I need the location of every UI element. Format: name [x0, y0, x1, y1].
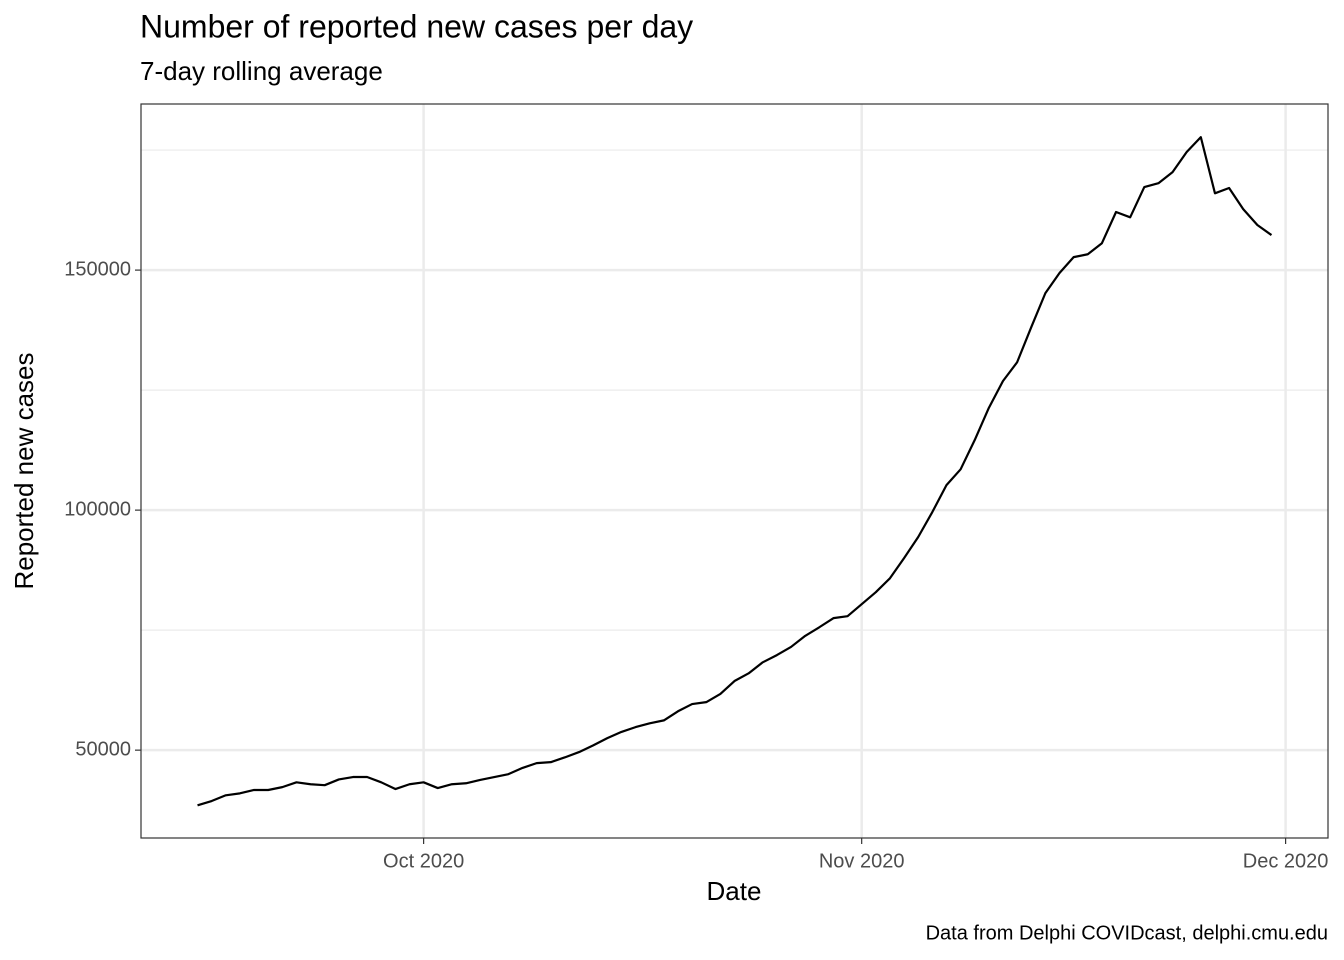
- x-tick-label: Oct 2020: [383, 850, 464, 872]
- y-tick-label: 150000: [64, 258, 131, 280]
- chart-subtitle: 7-day rolling average: [140, 56, 383, 86]
- chart-title: Number of reported new cases per day: [140, 8, 693, 44]
- y-tick-label: 100000: [64, 498, 131, 520]
- caption: Data from Delphi COVIDcast, delphi.cmu.e…: [926, 922, 1328, 944]
- plot-border: [140, 103, 1329, 839]
- x-axis-label: Date: [707, 876, 762, 906]
- y-axis-label: Reported new cases: [9, 352, 39, 589]
- y-tick-label: 50000: [75, 738, 131, 760]
- x-tick-label: Nov 2020: [819, 850, 905, 872]
- line-series: [197, 136, 1273, 807]
- x-tick-label: Dec 2020: [1243, 850, 1329, 872]
